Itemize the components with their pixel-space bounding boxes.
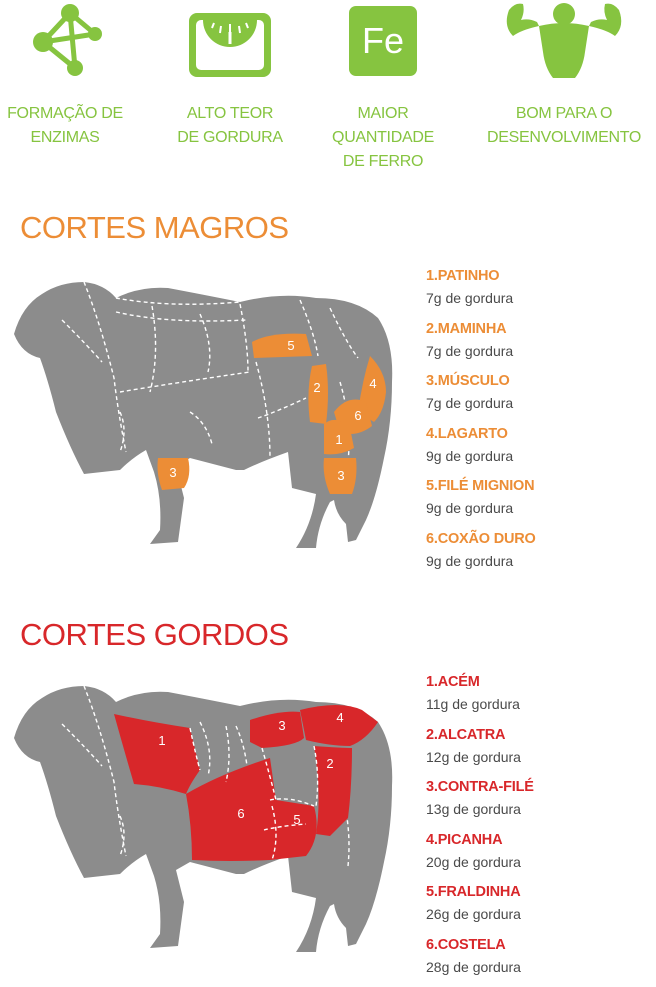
- cut-fat: 7g de gordura: [426, 290, 514, 306]
- lean-section-title: CORTES MAGROS: [20, 210, 289, 245]
- fatty-cut-list: 1.ACÉM 11g de gordura 2.ALCATRA 12g de g…: [426, 671, 534, 987]
- cut-name: 2.MAMINHA: [426, 320, 507, 337]
- benefit-label-iron: MAIOR QUANTIDADE DE FERRO: [332, 105, 434, 170]
- fatty-cut-item: 5.FRALDINHA 26g de gordura: [426, 881, 534, 934]
- cut-fat: 7g de gordura: [426, 342, 514, 359]
- muscle-man-icon: [506, 3, 622, 78]
- fatty-cut-item: 1.ACÉM 11g de gordura: [426, 671, 534, 724]
- benefit-label-enzymes: FORMAÇÃO DE ENZIMAS: [7, 105, 123, 146]
- fatty-cut-item: 4.PICANHA 20g de gordura: [426, 829, 534, 882]
- cut-fat: 11g de gordura: [426, 696, 520, 712]
- cut-fat: 9g de gordura: [426, 552, 514, 569]
- lean-cuts-bull-diagram: 1 2 3 3 4 5 6: [14, 281, 393, 548]
- lean-map-label-1: 1: [335, 432, 342, 447]
- lean-cut-item: 6.COXÃO DURO 9g de gordura: [426, 528, 536, 581]
- lean-map-label-5: 5: [287, 338, 294, 353]
- benefit-development: BOM PARA O DESENVOLVIMENTO: [476, 0, 652, 150]
- benefit-fat: ALTO TEOR DE GORDURA: [165, 0, 295, 150]
- cut-fat: 9g de gordura: [426, 447, 514, 464]
- lean-map-label-6: 6: [354, 408, 361, 423]
- lean-cut-item: 5.FILÉ MIGNION 9g de gordura: [426, 475, 536, 528]
- fatty-map-label-2: 2: [326, 756, 333, 771]
- cut-fat: 13g de gordura: [426, 801, 521, 818]
- cut-name: 4.PICANHA: [426, 831, 503, 848]
- scale-icon: [189, 13, 271, 77]
- fatty-map-label-5: 5: [293, 812, 300, 827]
- lean-cut-item: 4.LAGARTO 9g de gordura: [426, 423, 536, 476]
- fatty-cut-item: 3.CONTRA-FILÉ 13g de gordura: [426, 776, 534, 829]
- cut-name: 1.ACÉM: [426, 674, 480, 690]
- fatty-cuts-bull-diagram: 1 2 3 4 5 6: [14, 685, 393, 952]
- cut-fat: 26g de gordura: [426, 906, 521, 923]
- benefit-iron: Fe MAIOR QUANTIDADE DE FERRO: [318, 0, 448, 174]
- fatty-map-label-4: 4: [336, 710, 343, 725]
- cut-name: 2.ALCATRA: [426, 726, 506, 743]
- cut-fat: 12g de gordura: [426, 748, 521, 765]
- cut-name: 5.FRALDINHA: [426, 884, 521, 901]
- cut-fat: 20g de gordura: [426, 853, 521, 870]
- lean-cut-list: 1.PATINHO 7g de gordura 2.MAMINHA 7g de …: [426, 265, 536, 581]
- fatty-cut-regions: [114, 705, 378, 861]
- iron-element-icon: Fe: [349, 6, 417, 76]
- cut-name: 6.COXÃO DURO: [426, 530, 536, 547]
- fatty-cut-item: 6.COSTELA 28g de gordura: [426, 934, 534, 987]
- cut-fat: 9g de gordura: [426, 500, 514, 517]
- fatty-map-label-1: 1: [158, 733, 165, 748]
- cut-name: 1.PATINHO: [426, 268, 500, 284]
- cut-name: 3.MÚSCULO: [426, 373, 510, 390]
- lean-cut-regions: [157, 333, 386, 494]
- cut-fat: 7g de gordura: [426, 395, 514, 412]
- benefit-enzymes: FORMAÇÃO DE ENZIMAS: [0, 0, 130, 150]
- lean-cut-item: 2.MAMINHA 7g de gordura: [426, 318, 536, 371]
- lean-map-label-4: 4: [369, 376, 376, 391]
- cut-name: 3.CONTRA-FILÉ: [426, 779, 534, 796]
- lean-map-label-3b: 3: [169, 465, 176, 480]
- fatty-map-label-3: 3: [278, 718, 285, 733]
- cut-name: 5.FILÉ MIGNION: [426, 478, 535, 495]
- molecule-icon: [33, 4, 102, 76]
- cut-name: 4.LAGARTO: [426, 425, 508, 442]
- lean-map-label-2: 2: [313, 380, 320, 395]
- lean-cut-item: 1.PATINHO 7g de gordura: [426, 265, 536, 318]
- fatty-section-title: CORTES GORDOS: [20, 617, 289, 652]
- cut-name: 6.COSTELA: [426, 936, 506, 953]
- fatty-map-label-6: 6: [237, 806, 244, 821]
- benefit-label-fat: ALTO TEOR DE GORDURA: [177, 105, 283, 146]
- lean-cut-item: 3.MÚSCULO 7g de gordura: [426, 370, 536, 423]
- iron-symbol: Fe: [362, 20, 404, 61]
- benefit-label-development: BOM PARA O DESENVOLVIMENTO: [486, 105, 642, 146]
- lean-map-label-3a: 3: [337, 468, 344, 483]
- cut-fat: 28g de gordura: [426, 958, 521, 975]
- fatty-cut-item: 2.ALCATRA 12g de gordura: [426, 724, 534, 777]
